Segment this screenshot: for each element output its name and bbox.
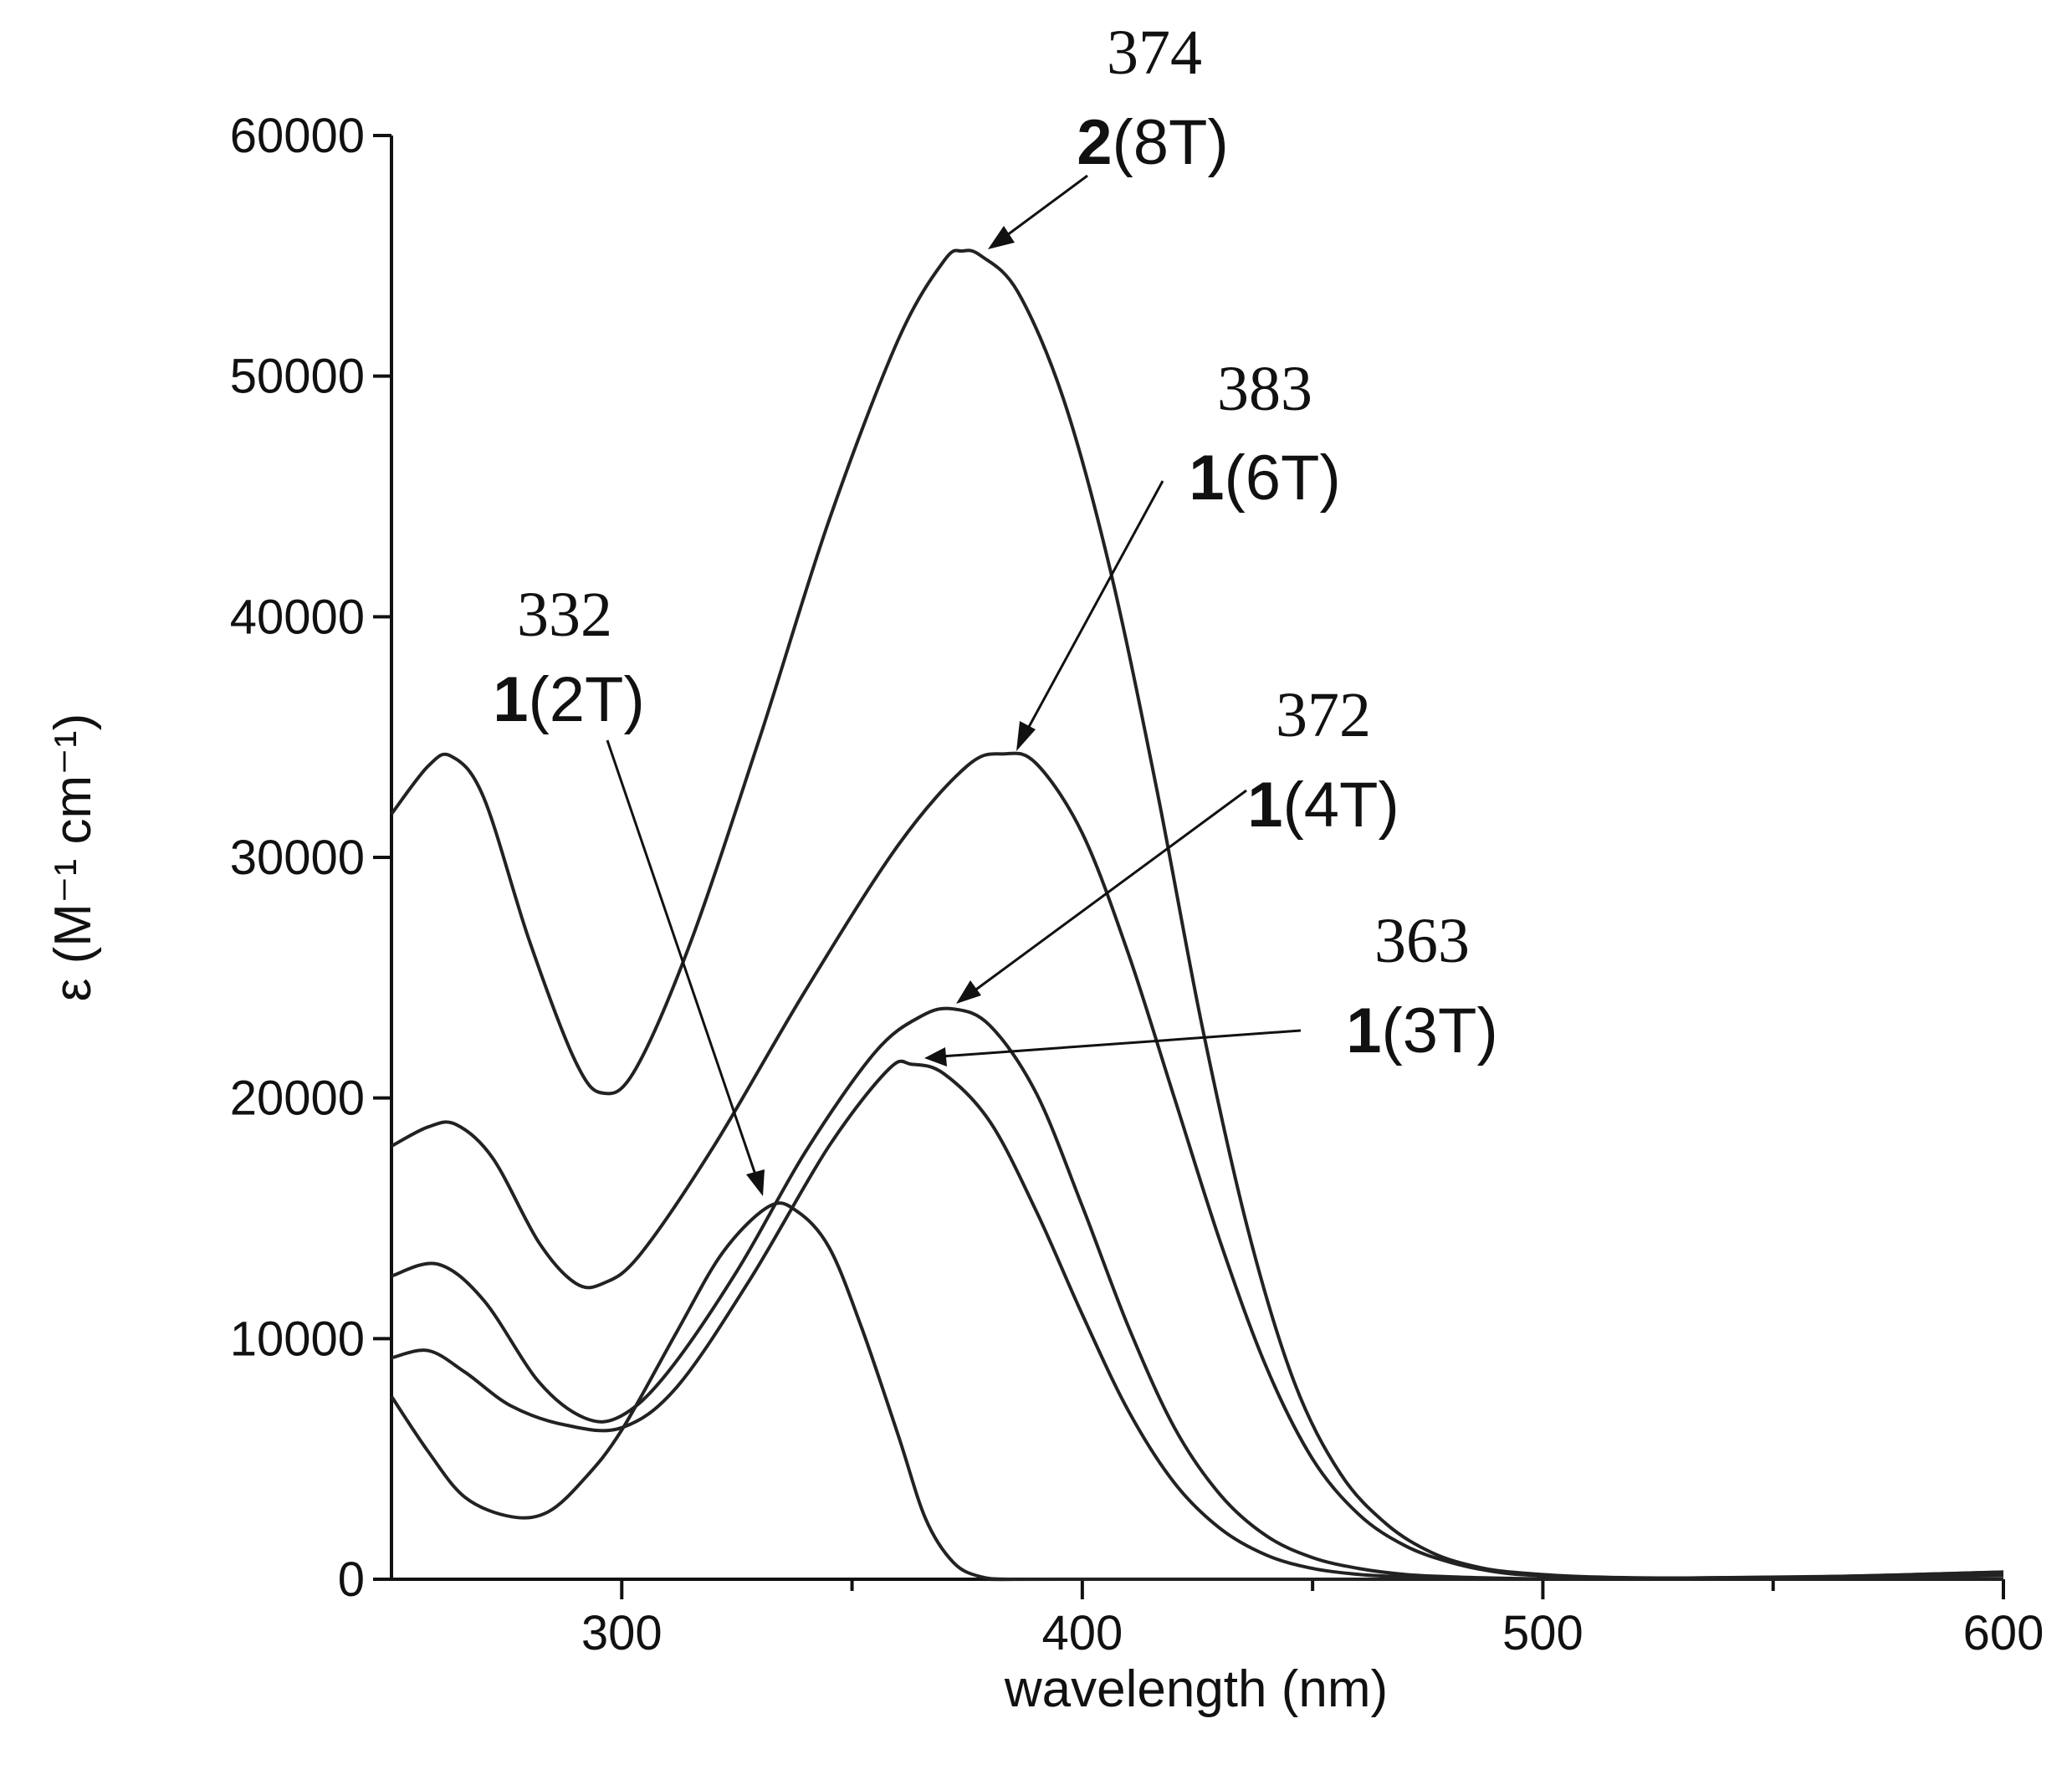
arrow-374 — [1000, 174, 1088, 242]
x-tick-label: 400 — [1041, 1606, 1123, 1660]
annotation-suffix: (4T) — [1282, 770, 1399, 841]
arrowhead-363 — [924, 1047, 947, 1066]
annotation-label-332: 1(2T) — [493, 664, 645, 735]
annotation-compound: 1 — [1247, 770, 1282, 841]
x-tick-label: 500 — [1502, 1606, 1583, 1660]
series-line-0 — [390, 248, 2004, 1580]
annotation-compound: 1 — [493, 664, 528, 735]
spectral-curves — [390, 248, 2004, 1582]
arrow-383 — [1022, 480, 1164, 737]
annotation-label-374: 2(8T) — [1077, 107, 1229, 178]
annotation-363: 363 1(3T) — [924, 906, 1498, 1066]
annotation-suffix: (8T) — [1112, 107, 1228, 178]
arrowhead-383 — [1016, 721, 1036, 751]
y-tick-label: 40000 — [230, 590, 365, 644]
annotation-peak-372: 372 — [1276, 680, 1371, 750]
series-line-2 — [391, 1006, 2004, 1581]
annotation-compound: 2 — [1077, 107, 1112, 178]
annotation-peak-363: 363 — [1374, 906, 1470, 976]
annotation-372: 372 1(4T) — [956, 680, 1399, 1004]
y-tick-label: 60000 — [230, 109, 365, 163]
series-line-1 — [391, 751, 2004, 1580]
annotation-suffix: (2T) — [528, 664, 644, 735]
annotation-compound: 1 — [1189, 442, 1224, 514]
arrowhead-332 — [746, 1169, 765, 1196]
y-tick-label: 20000 — [230, 1072, 365, 1126]
arrowhead-374 — [988, 226, 1015, 249]
annotation-peak-383: 383 — [1217, 354, 1312, 424]
annotation-peak-332: 332 — [517, 580, 612, 650]
x-axis-title: wavelength (nm) — [1004, 1660, 1388, 1718]
arrow-372 — [969, 789, 1247, 995]
annotation-suffix: (3T) — [1381, 995, 1497, 1066]
x-tick-label: 600 — [1963, 1606, 2044, 1660]
y-tick-label: 30000 — [230, 831, 365, 885]
y-tick-label: 10000 — [230, 1312, 365, 1366]
arrow-363 — [940, 1029, 1302, 1058]
arrow-332 — [606, 739, 759, 1180]
axis-ticks: 0 10000 20000 30000 40000 50000 60000 300 400 500… — [230, 109, 2044, 1660]
series-line-4 — [390, 1201, 2003, 1582]
annotation-label-363: 1(3T) — [1346, 995, 1498, 1066]
series-line-3 — [391, 1059, 2004, 1581]
y-tick-label: 0 — [338, 1552, 365, 1607]
annotation-label-372: 1(4T) — [1247, 770, 1399, 841]
y-tick-label: 50000 — [230, 350, 365, 404]
annotation-383: 383 1(6T) — [1016, 354, 1341, 751]
annotation-374: 374 2(8T) — [988, 18, 1229, 249]
annotation-peak-374: 374 — [1107, 18, 1202, 88]
y-axis-title: ε (M⁻¹ cm⁻¹) — [44, 714, 102, 1001]
arrowhead-372 — [956, 980, 981, 1004]
annotation-332: 332 1(2T) — [493, 580, 765, 1196]
annotation-suffix: (6T) — [1224, 442, 1340, 514]
annotation-compound: 1 — [1346, 995, 1381, 1066]
x-tick-label: 300 — [581, 1606, 663, 1660]
annotation-label-383: 1(6T) — [1189, 442, 1341, 514]
